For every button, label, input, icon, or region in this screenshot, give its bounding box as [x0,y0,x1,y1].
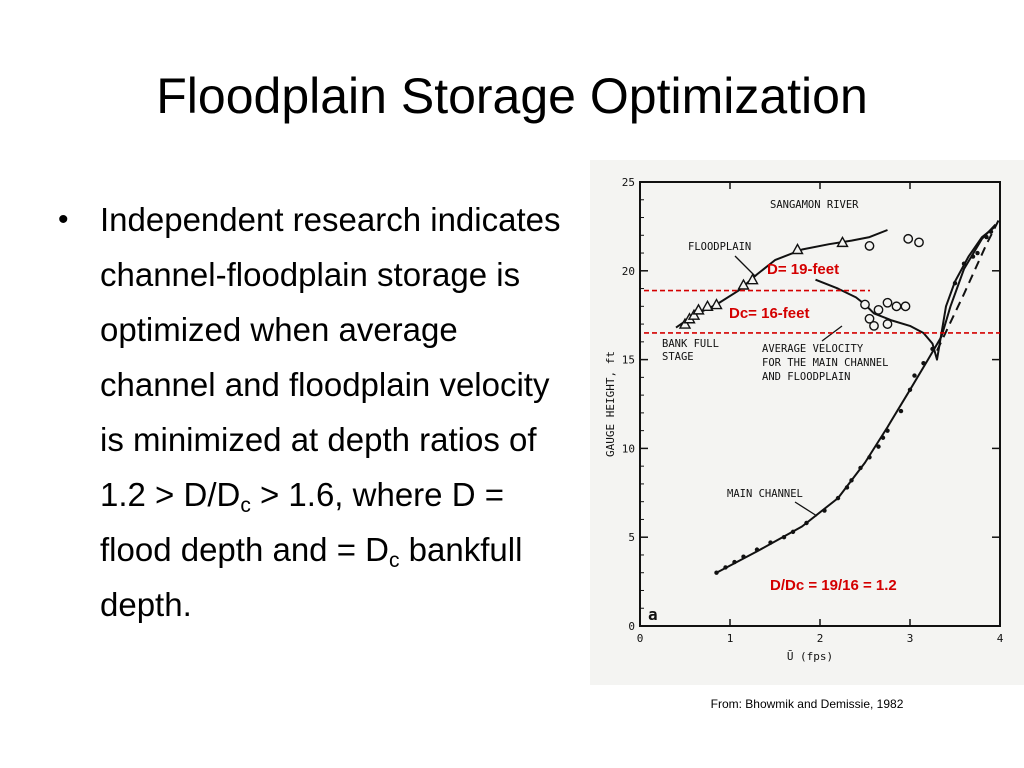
y-tick-label: 20 [622,265,635,278]
dot-point [876,444,881,449]
triangle-point [710,298,723,310]
y-tick-label: 10 [622,442,635,455]
chart-figure: 0 1 2 3 4 0 5 10 15 20 25 Ū (fps) GAUGE HEIGHT, ft a … [590,160,1024,685]
x-tick-label: 0 [637,632,644,645]
dot-point [907,387,913,392]
x-tick-label: 4 [997,632,1004,645]
dot-point [790,529,796,535]
dot-point [768,540,773,545]
annotation-bank-full: BANK FULL [662,338,719,350]
dot-point [880,435,886,440]
dot-point [858,465,863,471]
bullet-subscript-c2: c [388,549,400,572]
red-overlay: D= 19-feet Dc= 16-feet D/Dc = 19/16 = 1.2 [644,261,1000,594]
chart-points [678,229,994,575]
circle-point [860,299,870,310]
dc-label: Dc= 16-feet [729,305,809,322]
dot-point [714,570,719,575]
dot-point [732,559,737,565]
y-tick-label: 0 [628,620,635,633]
dot-point [754,547,760,552]
annotation-main-channel: MAIN CHANNEL [727,488,803,500]
annotation-average-velocity: AVERAGE VELOCITY [762,343,864,355]
triangle-point [701,299,714,312]
bullet-text: Independent research indicates channel-f… [100,192,578,632]
triangle-point [692,303,705,315]
series-curve-1 [815,225,997,361]
annotation-average-velocity: FOR THE MAIN CHANNEL [762,357,888,369]
dot-point [930,346,935,352]
dot-point [781,535,787,540]
annotation-average-velocity: AND FLOODPLAIN [762,371,851,383]
dot-point [970,254,976,259]
dot-point [867,455,872,460]
floodplain-arrow [734,255,756,277]
dashed-line [936,217,1001,352]
slide-title: Floodplain Storage Optimization [156,68,868,124]
bullet-text-part1: Independent research indicates channel-f… [100,201,561,513]
ratio-label: D/Dc = 19/16 = 1.2 [770,577,897,594]
dot-point [912,373,917,378]
dot-point [835,495,841,501]
x-axis-label: Ū (fps) [787,650,833,663]
circle-point [882,297,893,308]
x-tick-label: 3 [907,632,914,645]
dot-point [921,360,926,366]
axis-ticks: 0 1 2 3 4 0 5 10 15 20 25 Ū (fps) GAUGE HEIGHT, ft a [604,176,1004,663]
x-tick-label: 2 [817,632,824,645]
circle-point [864,241,875,251]
circle-point [914,237,924,248]
annotation-floodplain: FLOODPLAIN [688,241,751,253]
circle-point [864,313,875,324]
dot-point [723,565,728,570]
triangle-point [836,235,849,248]
circle-point [873,304,884,315]
dot-point [961,261,967,266]
y-axis-label: GAUGE HEIGHT, ft [604,351,617,457]
circle-point [869,320,879,331]
annotation-bank-full: STAGE [662,351,694,363]
dot-point [849,478,854,483]
dot-point [988,229,994,234]
circle-point [891,301,902,312]
dot-point [984,234,989,240]
y-tick-label: 5 [628,531,635,544]
dot-point [741,554,746,559]
dot-point [898,408,904,414]
x-tick-label: 1 [727,632,734,645]
bullet-marker: • [58,203,69,236]
triangle-point [687,308,701,320]
dot-point [822,508,827,513]
y-tick-label: 25 [622,176,635,189]
triangle-point [746,273,759,285]
circle-point [903,233,914,244]
circle-point [882,319,893,329]
main-channel-arrow [794,501,818,517]
annotation-river: SANGAMON RIVER [770,199,859,211]
bullet-text-part3: bankfull depth. [100,531,523,623]
dot-point [804,520,809,526]
triangle-point [737,278,750,290]
dot-point [952,281,958,286]
panel-label: a [648,605,658,624]
source-citation: From: Bhowmik and Demissie, 1982 [710,697,904,711]
y-tick-label: 15 [622,354,635,367]
bullet-text-part2: > 1.6, where D = flood depth and = D [100,476,504,568]
triangle-point [678,317,692,329]
circle-point [900,301,911,312]
series-curve-2 [716,223,997,574]
dot-point [975,250,980,256]
bullet-subscript-c1: c [240,494,251,517]
triangle-point [791,243,804,255]
dot-point [885,428,890,433]
d-label: D= 19-feet [767,261,839,278]
dot-point [844,485,850,490]
